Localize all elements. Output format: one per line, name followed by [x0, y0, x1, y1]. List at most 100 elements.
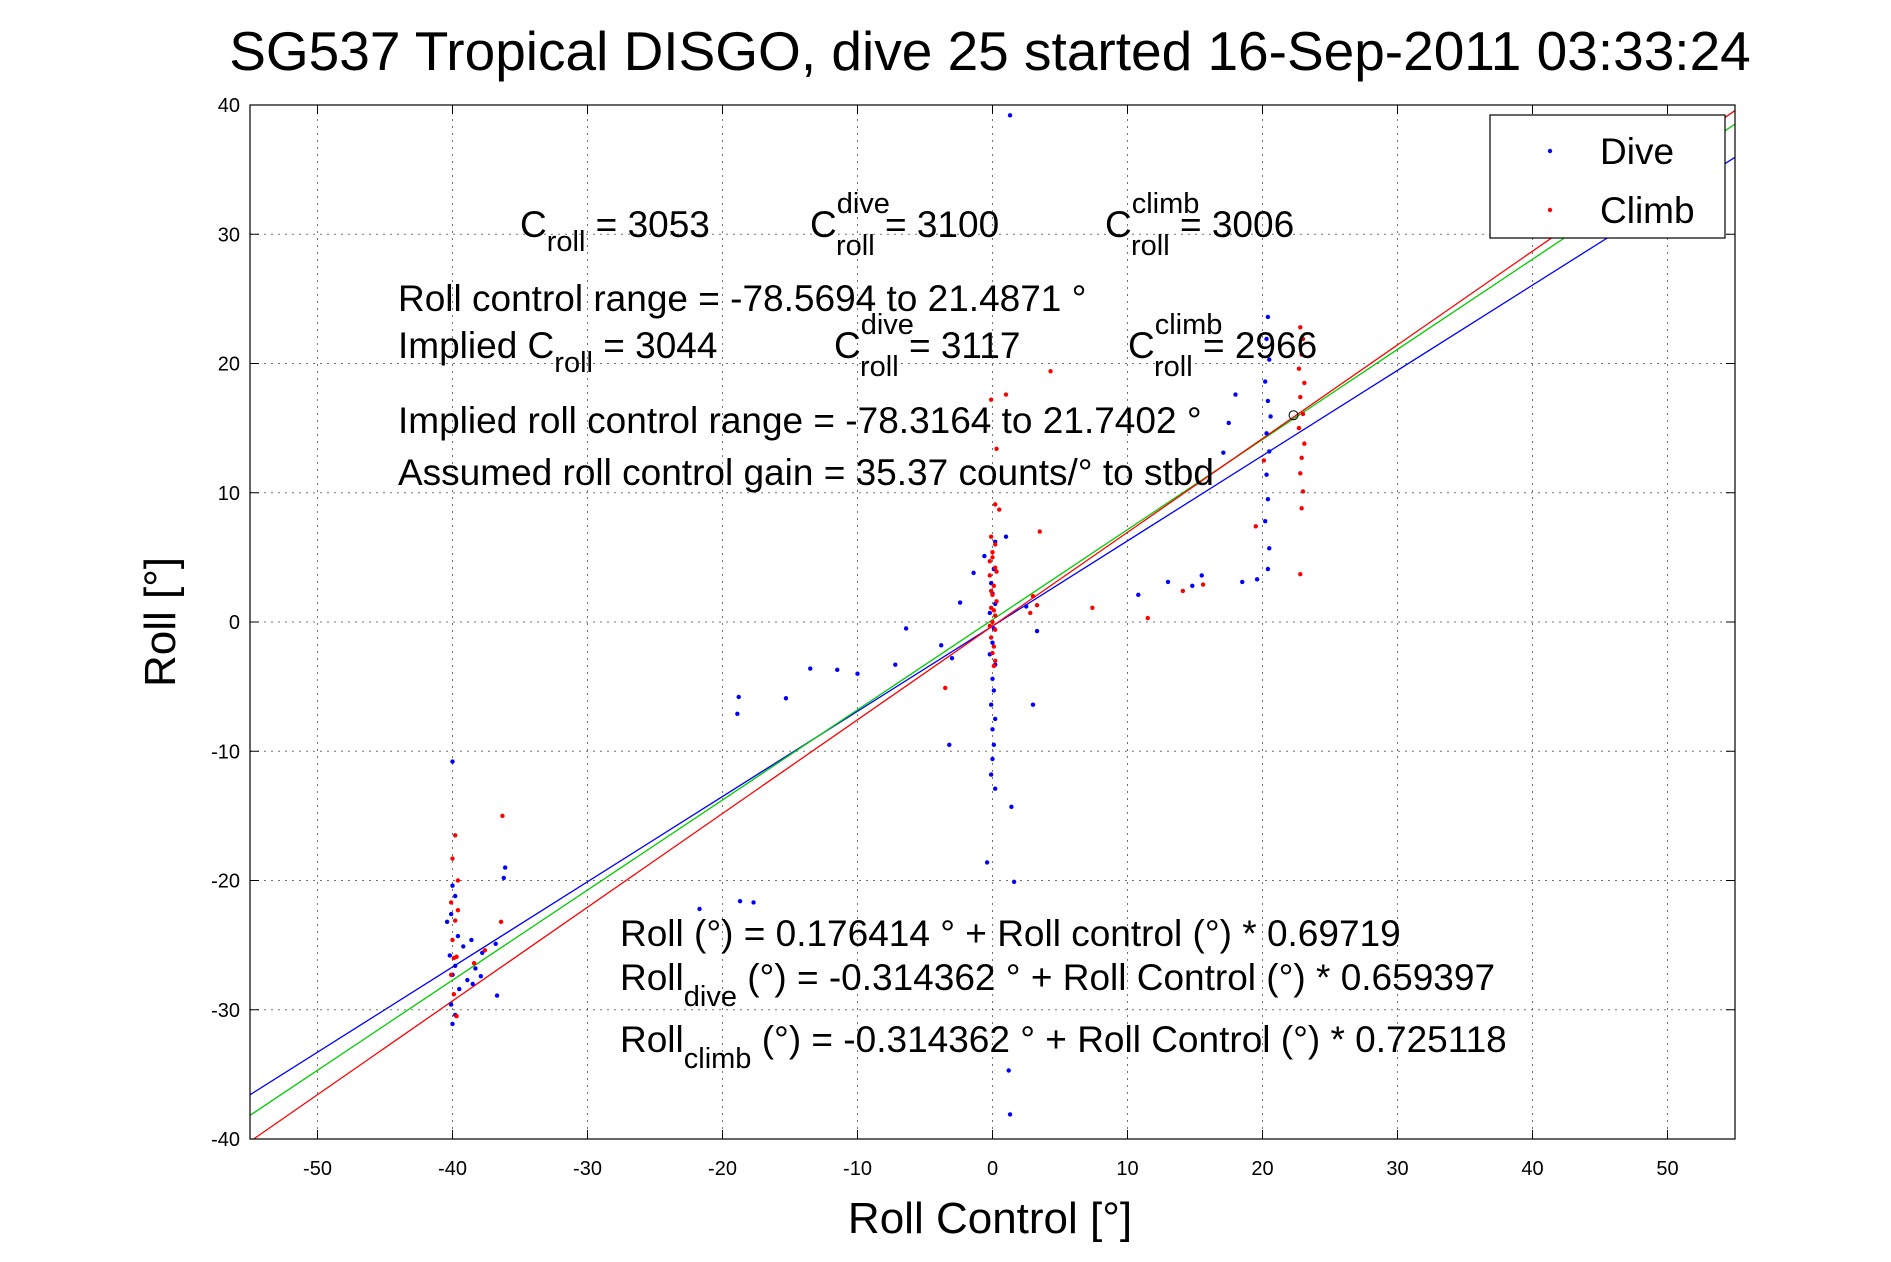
dive-point	[450, 883, 455, 888]
climb-point	[1253, 524, 1258, 529]
climb-point	[482, 948, 488, 953]
dive-point	[1264, 472, 1269, 477]
legend-climb-label: Climb	[1600, 190, 1695, 231]
fit-equation-all: Roll (°) = 0.176414 ° + Roll control (°)…	[620, 913, 1401, 954]
dive-point	[1263, 379, 1268, 384]
dive-point	[783, 696, 789, 701]
climb-point	[448, 900, 454, 905]
dive-point	[453, 893, 458, 899]
climb-point	[455, 878, 461, 883]
climb-point	[994, 599, 999, 604]
climb-point	[993, 565, 998, 570]
climb-point	[991, 644, 997, 649]
dive-point	[988, 702, 994, 707]
dive-point	[988, 772, 994, 777]
climb-point	[993, 658, 998, 663]
dive-point	[1265, 398, 1271, 404]
dive-point	[1268, 414, 1273, 419]
climb-point	[990, 555, 995, 560]
climb-point	[991, 663, 997, 669]
dive-point	[1265, 497, 1271, 502]
climb-point	[455, 908, 461, 913]
climb-point	[448, 972, 454, 978]
y-tick-label: 40	[218, 95, 240, 117]
climb-point	[988, 588, 994, 594]
dive-point	[1264, 431, 1269, 436]
climb-point	[1300, 489, 1306, 494]
data-points	[444, 113, 1307, 1117]
dive-point	[987, 610, 992, 616]
x-tick-label: -30	[573, 1158, 602, 1180]
climb-point	[471, 961, 477, 966]
dive-point	[448, 911, 454, 917]
climb-point	[1003, 392, 1009, 397]
gain-annotation: Assumed roll control gain = 35.37 counts…	[398, 452, 1214, 493]
dive-point	[453, 963, 458, 969]
roll-control-range-annotation: Roll control range = -78.5694 to 21.4871…	[398, 278, 1086, 319]
dive-point	[493, 941, 498, 947]
y-tick-label: -20	[211, 871, 240, 893]
dive-point	[501, 875, 506, 881]
climb-point	[453, 918, 458, 923]
climb-point	[1298, 471, 1303, 476]
dive-point	[1007, 113, 1013, 118]
climb-point	[990, 650, 995, 656]
climb-point	[991, 608, 997, 613]
x-tick-label: 50	[1656, 1158, 1678, 1180]
climb-point	[1298, 325, 1303, 330]
climb-point	[997, 507, 1002, 512]
fit-equation-climb: Rollclimb (°) = -0.314362 ° + Roll Contr…	[620, 1019, 1507, 1075]
climb-point	[987, 559, 992, 564]
dive-point	[939, 643, 944, 648]
x-tick-label: -40	[438, 1158, 467, 1180]
climb-point	[1300, 411, 1306, 417]
dive-point	[971, 570, 976, 576]
c-roll-annotation: Croll = 3053	[520, 204, 710, 258]
x-tick-label: 20	[1251, 1158, 1273, 1180]
y-axis-label: Roll [°]	[136, 557, 185, 687]
climb-point	[1028, 610, 1033, 616]
dive-point	[1030, 702, 1036, 707]
dive-point	[444, 919, 450, 925]
dive-point	[1221, 450, 1226, 455]
dive-point	[1165, 579, 1171, 585]
climb-point	[1296, 425, 1302, 431]
dive-point	[470, 981, 475, 987]
climb-point	[1299, 506, 1304, 511]
x-tick-label: -10	[843, 1158, 872, 1180]
climb-point	[1180, 588, 1186, 594]
dive-point	[751, 900, 756, 905]
climb-point	[988, 534, 994, 539]
climb-point	[1296, 366, 1302, 371]
dive-point	[1007, 1112, 1013, 1117]
dive-point	[1006, 1068, 1011, 1073]
legend: Dive Climb	[1489, 114, 1726, 239]
climb-point	[1261, 458, 1267, 463]
climb-point	[993, 613, 998, 618]
dive-point	[448, 1002, 454, 1007]
climb-point	[1302, 441, 1307, 446]
dive-point	[1003, 534, 1009, 539]
dive-point	[461, 944, 466, 949]
legend-box	[1489, 114, 1726, 239]
fit-equation-dive: Rolldive (°) = -0.314362 ° + Roll Contro…	[620, 957, 1495, 1013]
c-roll-dive-annotation: Cdive roll = 3100	[810, 188, 999, 262]
dive-point	[1254, 577, 1260, 582]
dive-point	[1264, 336, 1269, 342]
implied-c-roll-dive-annotation: Cdive roll = 3117	[834, 309, 1020, 383]
dive-point	[697, 906, 702, 912]
dive-point	[1011, 879, 1017, 884]
climb-point	[451, 955, 457, 961]
climb-point	[450, 856, 455, 861]
dive-point	[957, 600, 963, 605]
dive-point	[903, 626, 909, 631]
dive-point	[893, 662, 898, 667]
dive-point	[808, 666, 813, 671]
fit-line	[253, 110, 1736, 1140]
y-tick-label: 30	[218, 224, 240, 246]
dive-point	[984, 860, 990, 865]
x-tick-label: 0	[987, 1158, 998, 1180]
y-tick-label: 10	[218, 483, 240, 505]
dive-point	[737, 898, 743, 904]
climb-point	[990, 550, 995, 555]
